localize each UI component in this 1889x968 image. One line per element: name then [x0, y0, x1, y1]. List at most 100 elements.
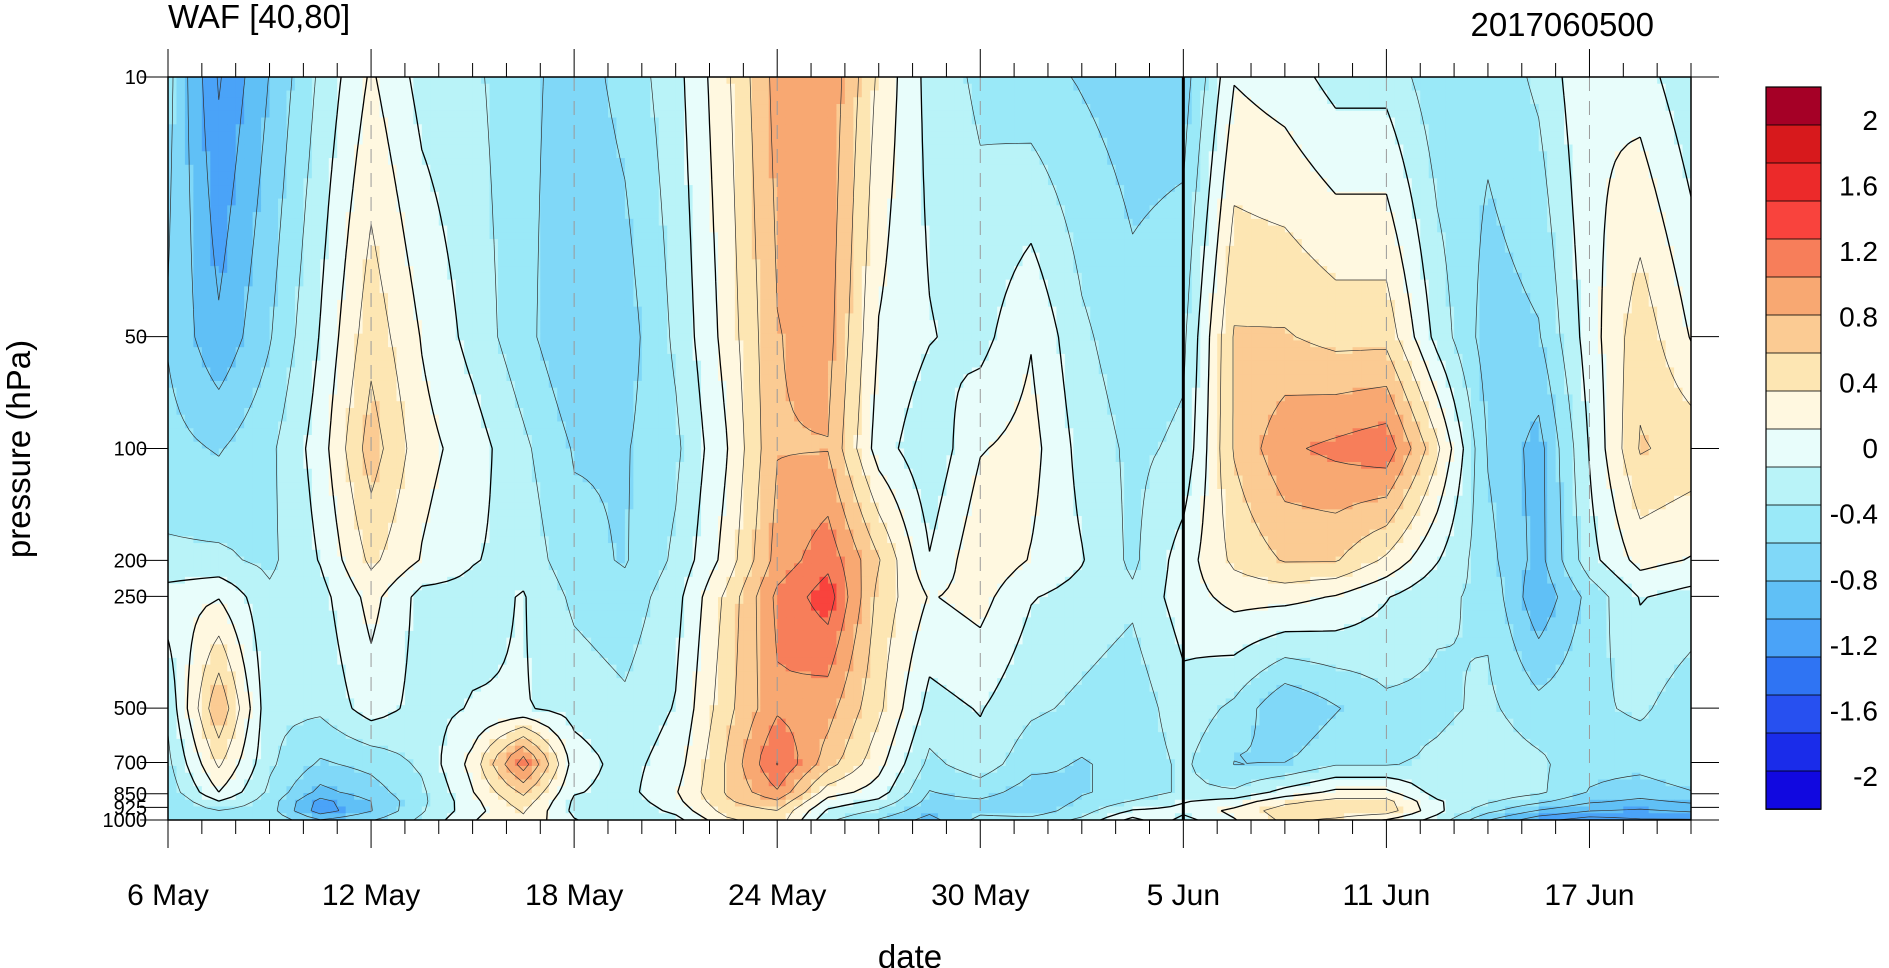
- contour-cell: [625, 77, 634, 84]
- contour-cell: [363, 151, 372, 158]
- contour-cell: [1056, 104, 1065, 111]
- contour-cell: [642, 84, 651, 91]
- contour-cell: [1378, 77, 1387, 84]
- contour-cell: [938, 118, 947, 125]
- contour-cell: [667, 111, 676, 118]
- contour-cell: [219, 124, 228, 131]
- contour-cell: [786, 97, 795, 104]
- contour-cell: [642, 158, 651, 165]
- contour-cell: [616, 165, 625, 172]
- contour-cell: [820, 77, 829, 84]
- contour-cell: [930, 91, 939, 98]
- contour-cell: [913, 118, 922, 125]
- contour-cell: [286, 151, 295, 158]
- contour-cell: [498, 124, 507, 131]
- contour-cell: [811, 145, 820, 152]
- contour-cell: [270, 124, 279, 131]
- contour-cell: [718, 158, 727, 165]
- contour-cell: [1556, 124, 1565, 131]
- contour-cell: [1099, 77, 1108, 84]
- contour-cell: [760, 118, 769, 125]
- contour-cell: [600, 145, 609, 152]
- contour-cell: [1378, 138, 1387, 145]
- contour-cell: [1522, 91, 1531, 98]
- contour-cell: [820, 111, 829, 118]
- contour-cell: [1437, 131, 1446, 138]
- contour-cell: [1420, 118, 1429, 125]
- contour-cell: [1598, 145, 1607, 152]
- contour-cell: [1395, 104, 1404, 111]
- contour-cell: [490, 104, 499, 111]
- contour-cell: [447, 91, 456, 98]
- contour-cell: [1039, 118, 1048, 125]
- contour-cell: [1327, 124, 1336, 131]
- contour-cell: [405, 158, 414, 165]
- contour-cell: [600, 97, 609, 104]
- contour-cell: [532, 91, 541, 98]
- contour-cell: [1285, 84, 1294, 91]
- contour-cell: [1496, 158, 1505, 165]
- contour-cell: [363, 145, 372, 152]
- contour-cell: [1065, 158, 1074, 165]
- contour-cell: [600, 151, 609, 158]
- contour-cell: [887, 91, 896, 98]
- contour-cell: [1479, 97, 1488, 104]
- contour-cell: [1082, 158, 1091, 165]
- contour-cell: [1395, 84, 1404, 91]
- contour-cell: [523, 77, 532, 84]
- contour-cell: [650, 111, 659, 118]
- contour-cell: [862, 124, 871, 131]
- contour-cell: [752, 118, 761, 125]
- contour-cell: [506, 118, 515, 125]
- contour-cell: [1344, 145, 1353, 152]
- contour-cell: [388, 77, 397, 84]
- contour-cell: [549, 77, 558, 84]
- contour-cell: [1276, 151, 1285, 158]
- contour-cell: [1285, 145, 1294, 152]
- contour-cell: [938, 77, 947, 84]
- contour-cell: [1336, 84, 1345, 91]
- contour-cell: [743, 158, 752, 165]
- contour-cell: [1048, 165, 1057, 172]
- contour-cell: [1039, 131, 1048, 138]
- contour-cell: [693, 118, 702, 125]
- contour-cell: [210, 124, 219, 131]
- contour-cell: [1259, 165, 1268, 172]
- contour-cell: [253, 84, 262, 91]
- contour-cell: [1674, 84, 1683, 91]
- contour-cell: [566, 165, 575, 172]
- contour-cell: [1048, 124, 1057, 131]
- contour-cell: [1471, 91, 1480, 98]
- contour-cell: [743, 145, 752, 152]
- contour-cell: [430, 111, 439, 118]
- contour-cell: [574, 145, 583, 152]
- contour-cell: [904, 111, 913, 118]
- contour-cell: [1454, 97, 1463, 104]
- contour-cell: [1234, 138, 1243, 145]
- contour-cell: [600, 104, 609, 111]
- contour-cell: [1547, 104, 1556, 111]
- contour-cell: [1116, 118, 1125, 125]
- contour-cell: [1547, 145, 1556, 152]
- contour-cell: [1259, 151, 1268, 158]
- contour-cell: [1657, 138, 1666, 145]
- contour-cell: [1505, 118, 1514, 125]
- contour-cell: [1522, 158, 1531, 165]
- contour-cell: [1141, 165, 1150, 172]
- contour-cell: [1649, 138, 1658, 145]
- contour-cell: [667, 124, 676, 131]
- contour-cell: [574, 84, 583, 91]
- contour-cell: [811, 77, 820, 84]
- contour-cell: [1014, 145, 1023, 152]
- contour-cell: [557, 111, 566, 118]
- contour-cell: [718, 138, 727, 145]
- contour-cell: [405, 97, 414, 104]
- contour-cell: [743, 124, 752, 131]
- contour-cell: [1234, 104, 1243, 111]
- contour-cell: [456, 165, 465, 172]
- contour-cell: [1234, 77, 1243, 84]
- contour-cell: [1522, 77, 1531, 84]
- contour-cell: [930, 165, 939, 172]
- contour-cell: [616, 84, 625, 91]
- contour-cell: [1200, 151, 1209, 158]
